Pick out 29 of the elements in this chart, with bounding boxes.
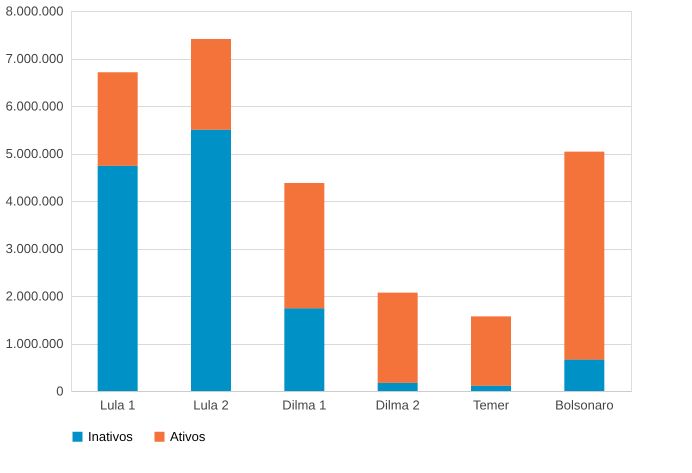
bar bbox=[284, 182, 324, 308]
bar bbox=[378, 382, 418, 391]
bar bbox=[471, 386, 511, 391]
y-tick-label: 1.000.000 bbox=[6, 336, 64, 351]
bar bbox=[564, 360, 604, 391]
y-tick-label: 6.000.000 bbox=[6, 98, 64, 114]
x-tick-label: Lula 1 bbox=[100, 398, 136, 412]
y-tick-label: 7.000.000 bbox=[6, 51, 64, 66]
y-tick-label: 0 bbox=[56, 384, 64, 398]
bar bbox=[284, 308, 324, 391]
x-tick-label: Temer bbox=[472, 398, 510, 412]
y-tick-label: 4.000.000 bbox=[6, 194, 64, 208]
bar bbox=[98, 72, 138, 166]
x-tick-label: Dilma 1 bbox=[282, 398, 326, 412]
y-tick-label: 3.000.000 bbox=[6, 241, 64, 256]
bar bbox=[378, 292, 418, 383]
bar bbox=[471, 316, 511, 386]
bar bbox=[191, 39, 231, 130]
bar bbox=[564, 152, 604, 360]
y-tick-label: 8.000.000 bbox=[6, 4, 64, 18]
y-tick-label: 2.000.000 bbox=[6, 288, 64, 304]
bar bbox=[191, 130, 231, 391]
x-tick-label: Lula 2 bbox=[193, 398, 229, 412]
y-tick-label: 5.000.000 bbox=[6, 146, 64, 161]
bar bbox=[98, 166, 138, 391]
legend-label: Ativos bbox=[170, 428, 206, 444]
x-tick-label: Bolsonaro bbox=[555, 398, 614, 412]
x-tick-label: Dilma 2 bbox=[376, 398, 420, 412]
legend-label: Inativos bbox=[88, 428, 134, 444]
